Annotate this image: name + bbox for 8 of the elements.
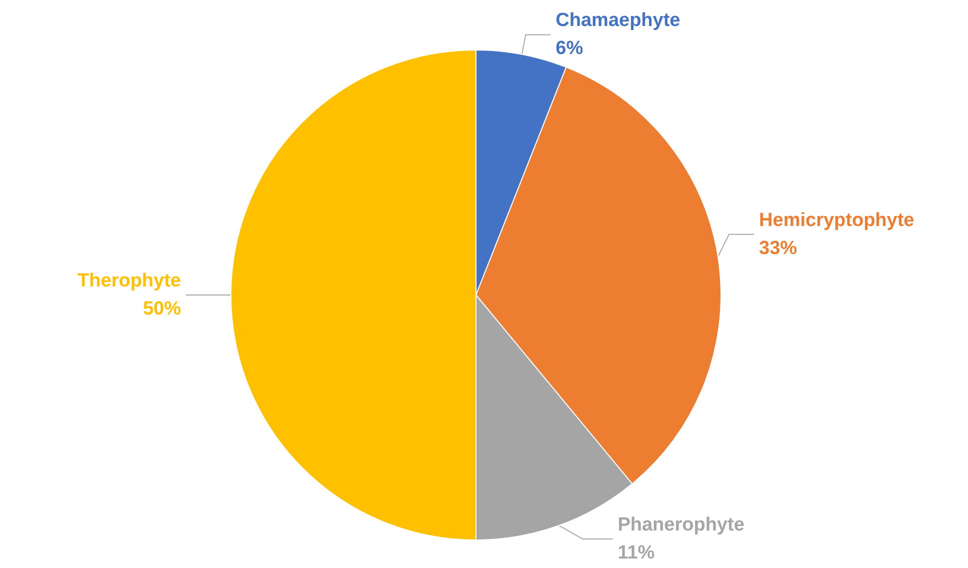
data-label: 11% <box>618 542 655 564</box>
slice-label: Chamaephyte <box>556 10 680 32</box>
data-label: 50% <box>142 298 182 320</box>
slice-label: Phanerophyte <box>618 514 744 536</box>
data-label: 33% <box>759 238 798 259</box>
slice-label: Therophyte <box>78 270 181 292</box>
data-label: 6% <box>556 38 584 60</box>
slice-label: Hemicryptophyte <box>759 210 914 231</box>
